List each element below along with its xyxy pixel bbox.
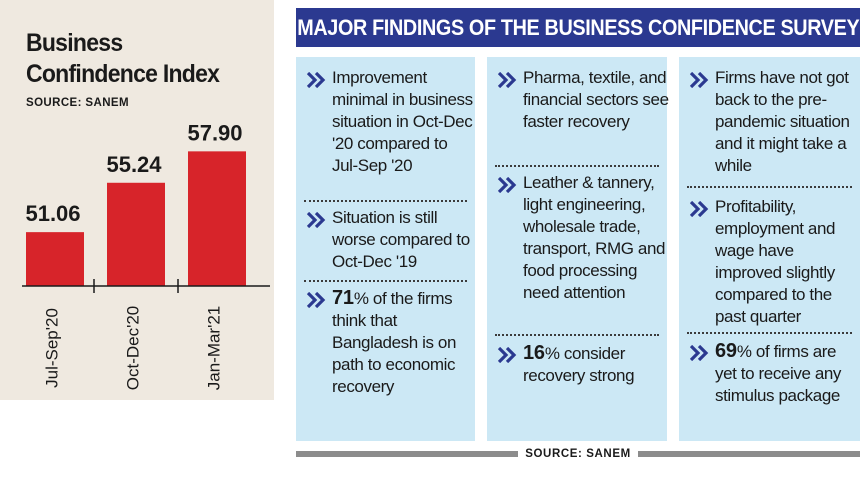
finding-text: Firms have not got back to the pre-pande… <box>715 67 860 177</box>
finding-description: Firms have not got back to the pre-pande… <box>715 68 850 175</box>
chart-source: SOURCE: SANEM <box>26 97 129 109</box>
finding-divider <box>687 332 852 334</box>
bar-chart: 51.06 Jul-Sep'20 55.24 Oct-Dec'20 57.90 Jan-M… <box>22 120 270 391</box>
bar-value-label-3: 57.90 <box>187 120 242 145</box>
finding-description: % of firms are yet to receive any stimul… <box>715 342 842 405</box>
findings-header: MAJOR FINDINGS OF THE BUSINESS CONFIDENC… <box>296 8 860 47</box>
finding-item: 71% of the firms think that Bangladesh i… <box>307 287 476 398</box>
finding-text: Situation is still worse compared to Oct… <box>332 207 476 273</box>
finding-divider <box>304 280 467 282</box>
x-tick-label-3: Jan-Mar'21 <box>204 306 223 391</box>
finding-item: Improvement minimal in business situatio… <box>307 67 476 177</box>
bar-1 <box>26 232 84 286</box>
finding-text: 71% of the firms think that Bangladesh i… <box>332 287 476 398</box>
finding-stat: 71 <box>332 287 354 309</box>
footer: SOURCE: SANEM <box>296 446 860 462</box>
finding-item: Profitability, employment and wage have … <box>690 196 860 328</box>
finding-divider <box>687 186 852 188</box>
finding-item: Leather & tannery, light engineering, wh… <box>498 172 671 304</box>
finding-item: Pharma, textile, and financial sectors s… <box>498 67 671 133</box>
finding-divider <box>495 334 659 336</box>
finding-item: Firms have not got back to the pre-pande… <box>690 67 860 177</box>
finding-divider <box>304 200 467 202</box>
double-chevron-right-icon <box>307 72 326 88</box>
x-tick-label-2: Oct-Dec'20 <box>123 306 142 391</box>
double-chevron-right-icon <box>690 201 709 217</box>
double-chevron-right-icon <box>307 212 326 228</box>
findings-column-2: Pharma, textile, and financial sectors s… <box>487 57 669 441</box>
finding-text: Profitability, employment and wage have … <box>715 196 860 328</box>
chart-panel: Business Confindence Index SOURCE: SANEM… <box>0 0 274 400</box>
double-chevron-right-icon <box>498 347 517 363</box>
finding-item: 16% consider recovery strong <box>498 342 671 387</box>
finding-text: 69% of firms are yet to receive any stim… <box>715 340 860 407</box>
finding-divider <box>495 165 659 167</box>
finding-description: Situation is still worse compared to Oct… <box>332 208 470 271</box>
footer-source: SOURCE: SANEM <box>518 448 638 460</box>
finding-description: % consider recovery strong <box>523 344 635 385</box>
finding-item: 69% of firms are yet to receive any stim… <box>690 340 860 407</box>
findings-header-title: MAJOR FINDINGS OF THE BUSINESS CONFIDENC… <box>296 14 860 40</box>
x-tick-label-1: Jul-Sep'20 <box>42 308 61 388</box>
finding-text: Pharma, textile, and financial sectors s… <box>523 67 671 133</box>
bar-value-label-1: 51.06 <box>25 201 80 226</box>
double-chevron-right-icon <box>690 72 709 88</box>
double-chevron-right-icon <box>307 292 326 308</box>
finding-description: Leather & tannery, light engineering, wh… <box>523 173 666 302</box>
finding-text: Improvement minimal in business situatio… <box>332 67 476 177</box>
chart-title: Business Confindence Index <box>26 29 220 88</box>
finding-description: Profitability, employment and wage have … <box>715 197 836 326</box>
double-chevron-right-icon <box>498 177 517 193</box>
findings-column-1: Improvement minimal in business situatio… <box>296 57 475 441</box>
finding-description: Improvement minimal in business situatio… <box>332 68 473 175</box>
finding-text: Leather & tannery, light engineering, wh… <box>523 172 671 304</box>
double-chevron-right-icon <box>690 345 709 361</box>
findings-column-3: Firms have not got back to the pre-pande… <box>679 57 860 441</box>
bar-3 <box>188 151 246 286</box>
finding-stat: 16 <box>523 342 545 364</box>
finding-description: % of the firms think that Bangladesh is … <box>332 289 457 396</box>
finding-text: 16% consider recovery strong <box>523 342 671 387</box>
finding-item: Situation is still worse compared to Oct… <box>307 207 476 273</box>
bar-value-label-2: 55.24 <box>106 152 162 177</box>
finding-description: Pharma, textile, and financial sectors s… <box>523 68 669 131</box>
bar-2 <box>107 182 165 286</box>
double-chevron-right-icon <box>498 72 517 88</box>
finding-stat: 69 <box>715 340 737 362</box>
